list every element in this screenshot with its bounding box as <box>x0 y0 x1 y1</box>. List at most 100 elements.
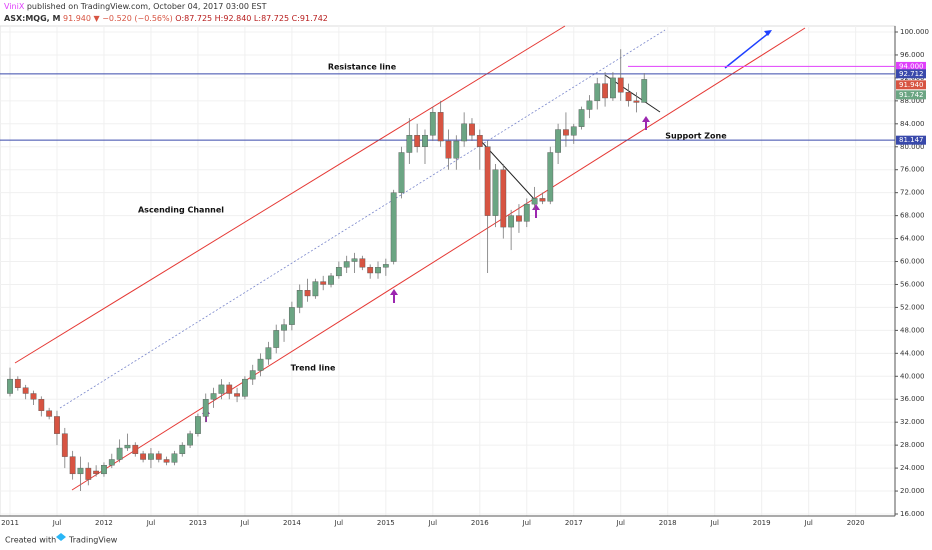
projection-arrow-head <box>764 30 772 36</box>
y-tick-label: 60.000 <box>900 258 925 266</box>
candle-body <box>531 198 538 205</box>
candle-body <box>77 467 84 475</box>
candle-body <box>367 267 374 274</box>
price-label-box <box>896 80 926 90</box>
candle-body <box>249 370 256 380</box>
y-tick-label: 52.000 <box>900 303 925 311</box>
published: published on TradingView.com, October 04… <box>27 2 267 11</box>
footer-created: Created with <box>5 536 56 545</box>
y-tick-label: 28.000 <box>900 441 925 449</box>
symbol: ASX:MQG, M <box>4 14 60 23</box>
logo <box>56 533 66 541</box>
level-label-box <box>896 61 926 71</box>
candle-body <box>625 92 632 102</box>
candle-body <box>116 447 123 460</box>
candle-body <box>320 281 327 285</box>
candle-body <box>241 378 248 397</box>
y-tick-label: 88.000 <box>900 97 925 105</box>
x-tick-label: 2011 <box>1 519 19 527</box>
x-tick-label: 2014 <box>283 519 301 527</box>
y-tick-label: 40.000 <box>900 372 925 380</box>
level-label-box <box>896 135 926 145</box>
x-tick-label: 2012 <box>95 519 113 527</box>
x-tick-label: Jul <box>709 519 719 527</box>
candle-body <box>265 347 272 360</box>
x-tick-label: Jul <box>52 519 62 527</box>
candle-body <box>492 169 499 216</box>
y-tick-label: 44.000 <box>900 349 925 357</box>
candle-body <box>155 453 162 460</box>
y-tick-label: 16.000 <box>900 510 925 518</box>
candle-body <box>610 77 616 99</box>
candle-body <box>523 203 530 222</box>
projection-arrow <box>724 31 771 69</box>
candle-body <box>563 129 569 136</box>
candle-body <box>484 146 491 216</box>
candle-body <box>437 112 444 142</box>
price-label-box <box>896 90 926 100</box>
annotation: Support Zone <box>665 132 727 141</box>
footer: Created with TradingView <box>5 533 118 545</box>
candle-body <box>148 453 154 460</box>
candle-body <box>351 258 358 262</box>
candle-body <box>312 281 319 297</box>
price-label-text: 91.742 <box>899 91 924 99</box>
candle-body <box>547 152 554 202</box>
y-tick-label: 84.000 <box>900 120 925 128</box>
y-tick-label: 100.000 <box>900 28 929 36</box>
channel-upper <box>14 25 566 364</box>
candle-body <box>163 459 170 463</box>
candle-body <box>218 384 225 394</box>
annotation: Ascending Channel <box>138 206 224 215</box>
candle-body <box>195 416 201 434</box>
candle-body <box>69 456 76 475</box>
candle-body <box>382 264 389 268</box>
y-tick-label: 48.000 <box>900 326 925 334</box>
x-tick-label: Jul <box>616 519 626 527</box>
price-label-text: 91.940 <box>899 81 924 89</box>
candle-body <box>476 135 483 147</box>
candle-body <box>445 140 452 159</box>
candle-body <box>398 152 405 193</box>
candle-body <box>234 393 240 397</box>
candle-body <box>602 83 608 99</box>
x-tick-label: Jul <box>803 519 813 527</box>
up-arrow <box>642 116 650 130</box>
channel-mid <box>59 29 666 409</box>
candle-body <box>406 135 413 153</box>
candle-body <box>257 358 264 371</box>
x-tick-label: 2013 <box>189 519 207 527</box>
x-tick-label: 2016 <box>471 519 489 527</box>
candle-body <box>304 290 311 297</box>
candle-body <box>288 307 295 325</box>
level-label-text: 92.712 <box>899 70 924 78</box>
y-tick-label: 68.000 <box>900 212 925 220</box>
candle-body <box>539 198 546 202</box>
candle-body <box>390 192 397 262</box>
author: ViniX <box>4 2 25 11</box>
header-line-2: ASX:MQG, M 91.940 ▼ −0.520 (−0.56%) O:87… <box>4 14 328 23</box>
candle-body <box>453 140 460 159</box>
level-label-text: 94.000 <box>899 62 924 70</box>
footer-brand: TradingView <box>68 536 118 545</box>
last-price: 91.940 <box>63 14 91 23</box>
ohlc: O:87.725 H:92.840 L:87.725 C:91.742 <box>175 14 328 23</box>
x-tick-label: Jul <box>334 519 344 527</box>
candle-body <box>61 433 68 457</box>
x-tick-label: 2020 <box>847 519 865 527</box>
candle-body <box>328 275 334 285</box>
candle-body <box>335 267 342 277</box>
candle-body <box>124 444 131 449</box>
candle-body <box>359 258 366 268</box>
level-label-box <box>896 69 926 79</box>
candle-body <box>461 123 468 142</box>
candle-body <box>210 393 217 400</box>
candle-body <box>108 459 115 466</box>
candle-body <box>85 467 92 480</box>
annotation: Trend line <box>291 364 336 373</box>
candle-body <box>516 215 522 222</box>
candle-body <box>555 129 562 153</box>
candle-body <box>570 126 577 136</box>
candle-body <box>38 399 45 411</box>
